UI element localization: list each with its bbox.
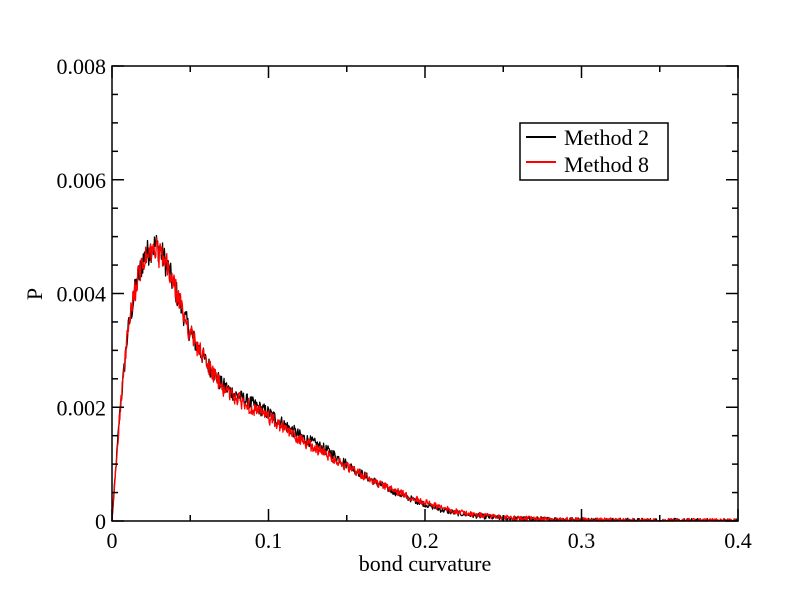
legend: Method 2 Method 8 [519, 122, 669, 181]
y-tick-label: 0.006 [57, 168, 107, 193]
x-tick-label: 0.4 [724, 528, 752, 553]
y-axis-title: P [22, 288, 47, 300]
y-tick-label: 0.002 [57, 395, 107, 420]
ticks-layer [111, 65, 739, 522]
labels-layer: 0 0.1 0.2 0.3 0.4 0 0.002 0.004 0.006 0.008 [57, 54, 752, 553]
legend-label-method-8: Method 8 [564, 152, 649, 177]
y-tick-label: 0.004 [57, 282, 107, 307]
x-tick-label: 0.1 [255, 528, 283, 553]
x-axis-title: bond curvature [359, 551, 492, 576]
x-tick-label: 0.3 [568, 528, 596, 553]
legend-box [519, 122, 669, 181]
y-tick-label: 0 [95, 509, 106, 534]
x-tick-label: 0 [107, 528, 118, 553]
x-tick-label: 0.2 [411, 528, 439, 553]
y-tick-label: 0.008 [57, 54, 107, 79]
legend-label-method-2: Method 2 [564, 125, 649, 150]
